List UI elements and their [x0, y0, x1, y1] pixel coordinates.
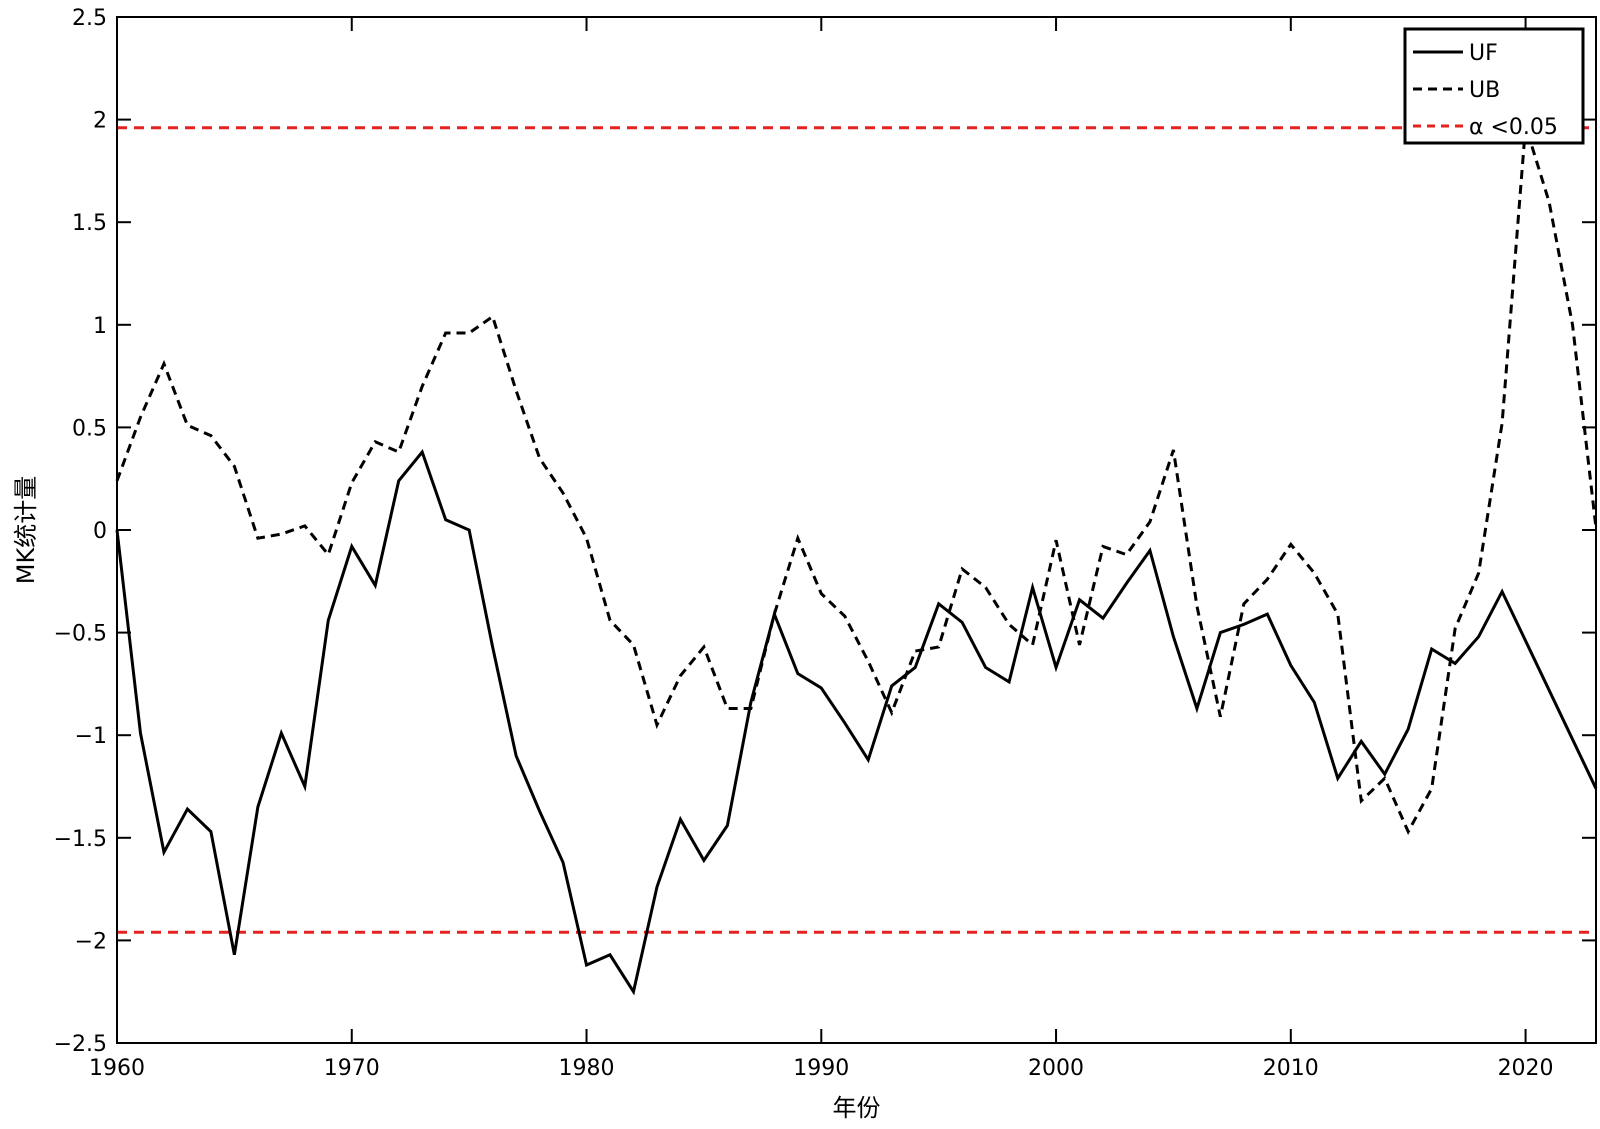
legend-label-uf: UF [1469, 41, 1498, 66]
y-tick-label: −1.5 [54, 827, 107, 852]
x-tick-label: 1990 [793, 1056, 849, 1081]
y-tick-label: 1.5 [72, 211, 107, 236]
legend-label-alpha: α <0.05 [1469, 115, 1558, 140]
x-tick-label: 1970 [324, 1056, 380, 1081]
y-tick-label: −0.5 [54, 622, 107, 647]
y-tick-label: −2 [75, 929, 107, 954]
y-tick-label: −2.5 [54, 1032, 107, 1057]
series-line-uf [115, 448, 1598, 996]
y-tick-label: 0 [93, 519, 107, 544]
y-axis-label: MK统计量 [12, 476, 40, 584]
y-tick-label: 2.5 [72, 6, 107, 31]
y-tick-label: −1 [75, 724, 107, 749]
legend-label-ub: UB [1469, 78, 1500, 103]
x-tick-label: 1980 [559, 1056, 615, 1081]
legend: UF UB α <0.05 [1403, 27, 1585, 145]
x-tick-label: 1960 [89, 1056, 145, 1081]
x-tick-label: 2000 [1028, 1056, 1084, 1081]
x-axis-ticks: 1960 1970 1980 1990 2000 2010 2020 [89, 17, 1554, 1081]
series-lines [115, 125, 1598, 996]
x-axis-label: 年份 [833, 1094, 881, 1122]
y-tick-label: 0.5 [72, 416, 107, 441]
reference-lines [117, 126, 1596, 934]
y-tick-label: 1 [93, 314, 107, 339]
series-line-ub [115, 125, 1598, 836]
y-tick-label: 2 [93, 109, 107, 134]
x-tick-label: 2010 [1263, 1056, 1319, 1081]
x-tick-label: 2020 [1498, 1056, 1554, 1081]
legend-box [1403, 27, 1585, 145]
y-axis-ticks: −2.5 −2 −1.5 −1 −0.5 0 0.5 1 1.5 2 2.5 [54, 6, 1596, 1057]
